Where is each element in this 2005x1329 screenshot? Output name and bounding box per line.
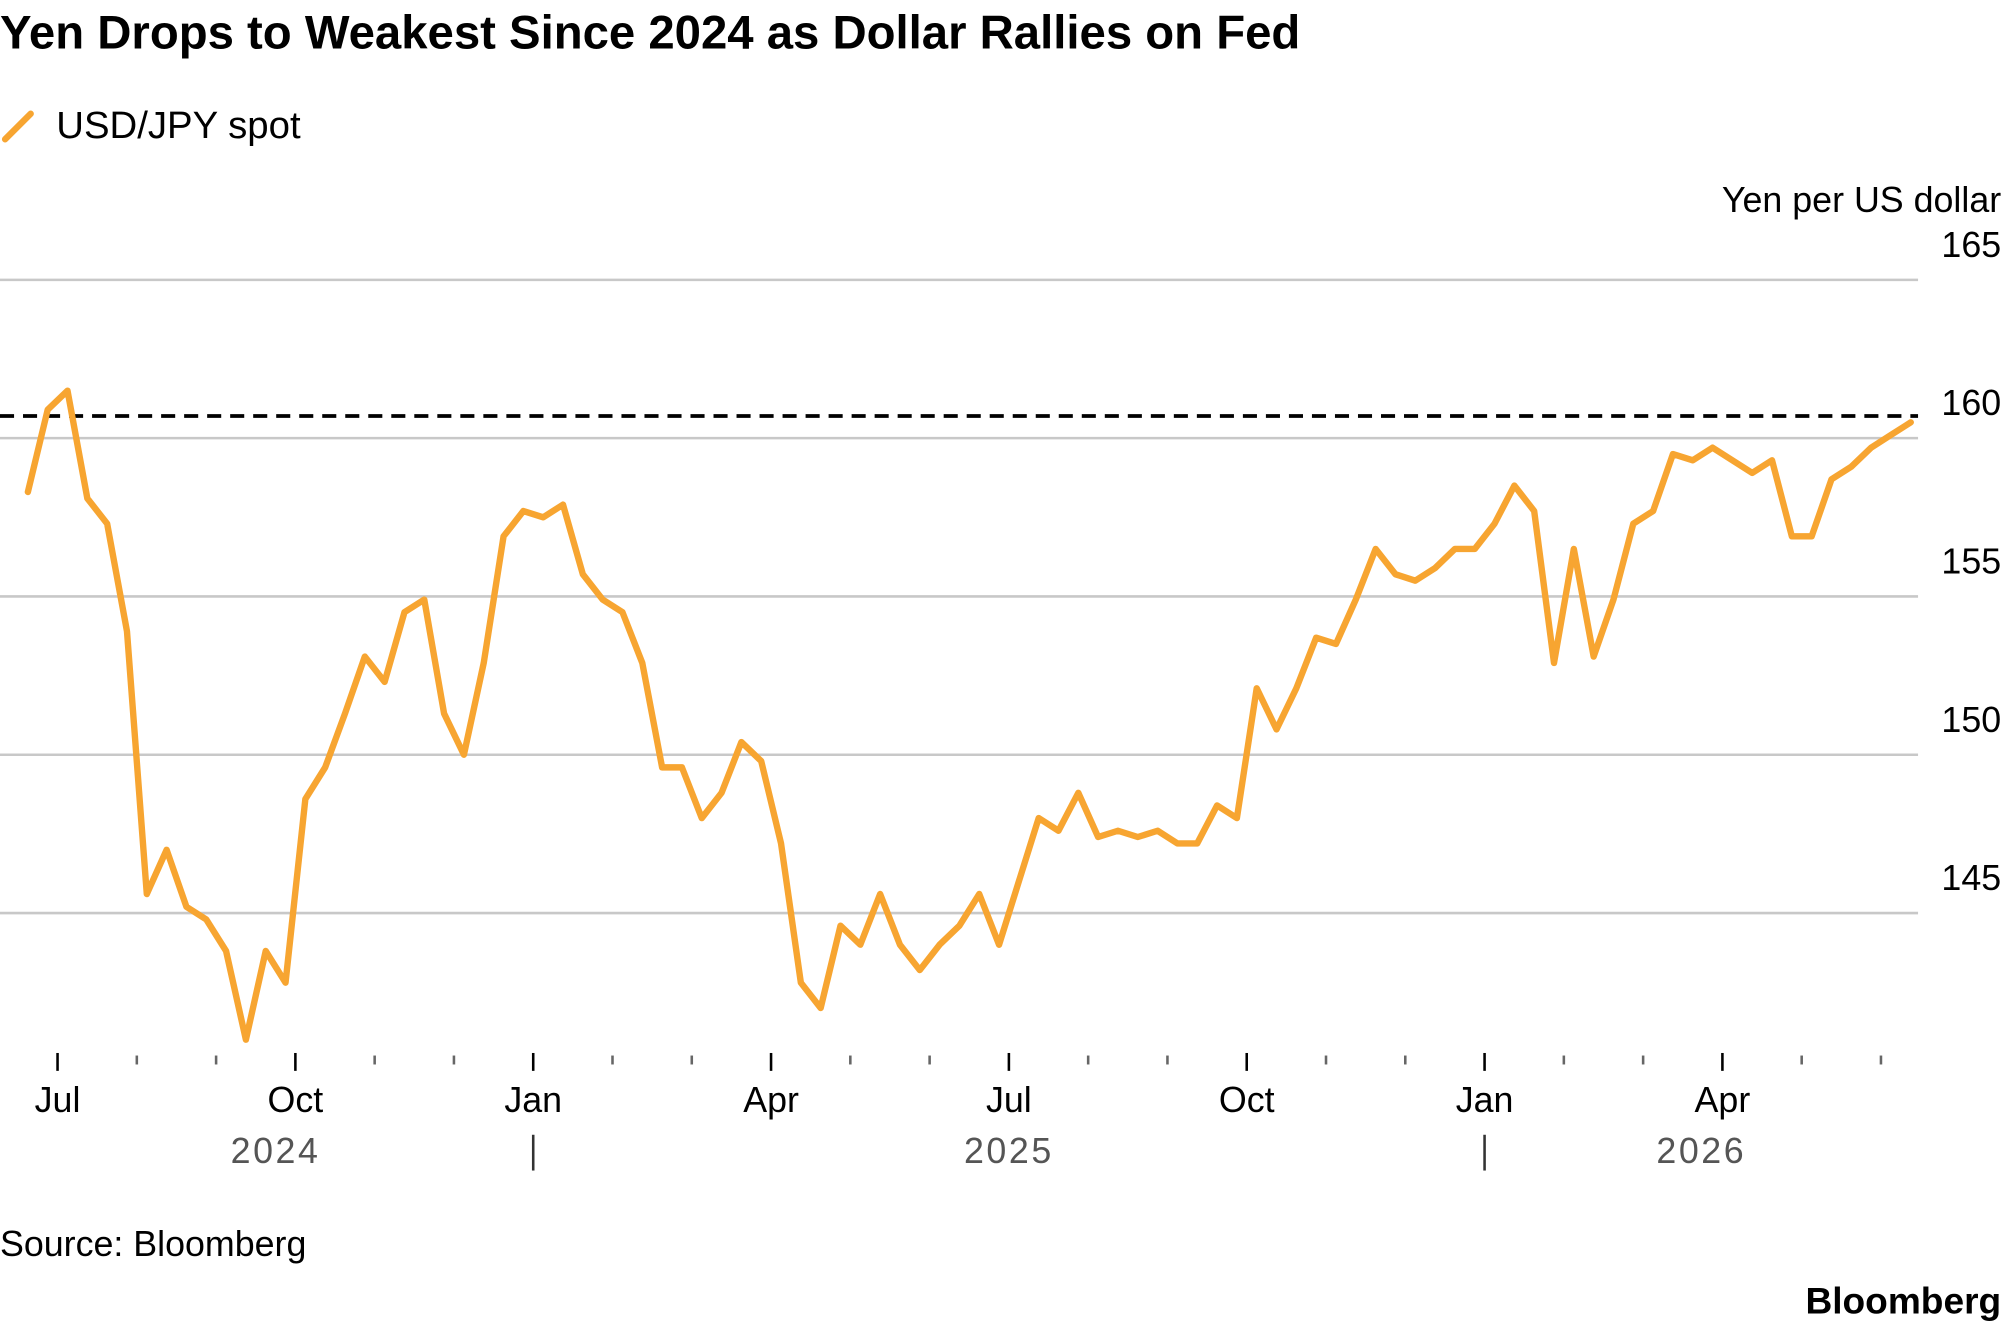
source-note: Source: Bloomberg — [0, 1224, 306, 1264]
x-tick-label: Jan — [1456, 1080, 1514, 1120]
x-tick-label: Oct — [268, 1080, 324, 1120]
x-tick-label: Jul — [35, 1080, 81, 1120]
x-tick-label: Apr — [743, 1080, 799, 1120]
x-tick-label: Apr — [1695, 1080, 1751, 1120]
x-tick-label: Oct — [1219, 1080, 1275, 1120]
logo: Bloomberg — [1805, 1280, 2001, 1322]
y-tick-label: 160 — [1941, 383, 2001, 423]
y-tick-label: 150 — [1941, 700, 2001, 740]
x-tick-label: Jan — [504, 1080, 562, 1120]
y-tick-label: 155 — [1941, 541, 2001, 581]
x-tick-label: Jul — [986, 1080, 1032, 1120]
y-tick-label: 165 — [1941, 225, 2001, 265]
x-year-label: 2025 — [964, 1131, 1054, 1171]
x-year-label: 2024 — [231, 1131, 321, 1171]
chart-title: Yen Drops to Weakest Since 2024 as Dolla… — [0, 7, 1300, 60]
legend-label: USD/JPY spot — [56, 104, 301, 147]
y-tick-label: 145 — [1941, 858, 2001, 898]
x-year-label: 2026 — [1656, 1131, 1746, 1171]
y-axis-label: Yen per US dollar — [1722, 180, 2001, 220]
data-line — [24, 387, 1914, 1043]
legend-swatch — [1, 110, 34, 143]
